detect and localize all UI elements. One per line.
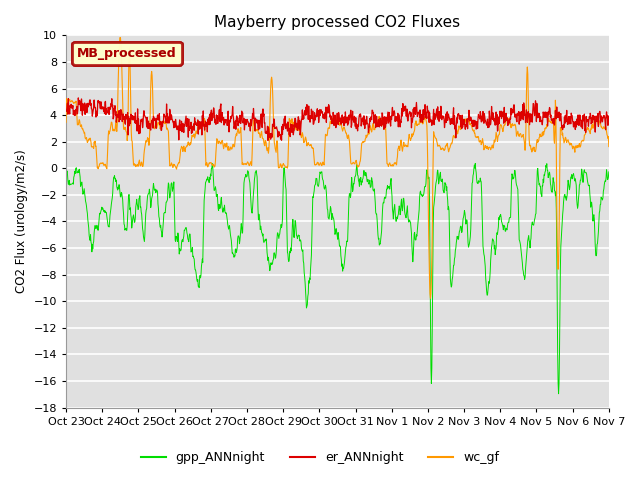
- Legend: gpp_ANNnight, er_ANNnight, wc_gf: gpp_ANNnight, er_ANNnight, wc_gf: [136, 446, 504, 469]
- Title: Mayberry processed CO2 Fluxes: Mayberry processed CO2 Fluxes: [214, 15, 461, 30]
- Y-axis label: CO2 Flux (urology/m2/s): CO2 Flux (urology/m2/s): [15, 150, 28, 293]
- Legend: MB_processed: MB_processed: [72, 42, 182, 65]
